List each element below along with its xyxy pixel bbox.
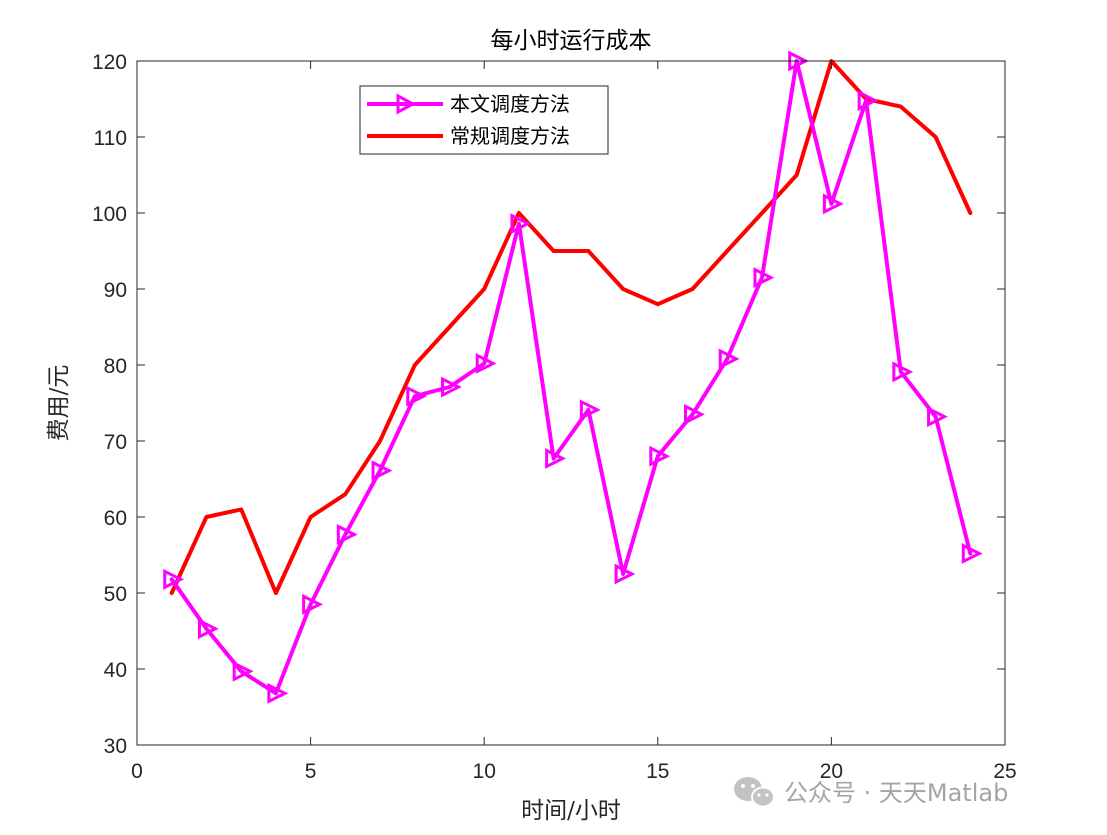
y-tick-label: 110 [94,127,127,150]
data-point-marker [822,193,844,215]
chart-title: 每小时运行成本 [491,28,652,54]
y-tick-label: 60 [104,507,127,530]
data-point-marker [510,213,532,235]
x-axis-label: 时间/小时 [521,798,621,824]
data-point-marker [197,618,219,640]
x-tick-label: 20 [820,760,843,783]
data-point-marker [579,399,601,421]
data-point-marker [545,448,566,469]
watermark: 公众号 · 天天Matlab [734,777,1008,808]
data-point-marker [961,543,983,564]
data-point-marker [440,376,462,398]
data-point-marker [163,568,185,590]
watermark-text: 公众号 · 天天Matlab [784,779,1008,807]
data-point-marker [371,460,393,482]
data-point-marker [475,353,497,374]
y-tick-label: 90 [104,279,127,302]
y-tick-label: 100 [92,203,127,226]
data-point-marker [302,593,323,615]
data-point-marker [684,403,705,425]
data-point-marker [336,524,358,545]
legend-label-conventional: 常规调度方法 [450,124,570,148]
y-tick-label: 70 [104,431,127,454]
plot-area [137,61,1005,745]
series-layer [163,50,983,704]
series-line-ours [169,59,973,696]
data-point-marker [406,385,428,407]
legend-label-ours: 本文调度方法 [450,92,570,116]
series-line-conventional [169,59,973,595]
data-point-marker [614,563,636,585]
axes-box [136,60,1006,746]
legend-marker-triangle-right-icon [396,93,417,115]
x-tick-label: 15 [646,760,669,783]
x-tick-label: 10 [473,760,496,783]
y-tick-label: 80 [104,355,127,378]
tick-layer: 0 5 10 15 20 25 30 40 50 60 70 80 90 100 110 120 [92,51,1017,783]
y-tick-label: 120 [92,51,127,74]
x-tick-label: 0 [131,760,143,783]
legend: 本文调度方法 常规调度方法 [359,85,609,155]
data-point-marker [718,348,740,370]
data-point-marker [857,90,879,111]
data-point-marker [892,361,914,383]
y-axis-label: 费用/元 [46,365,72,442]
data-point-marker [267,682,289,704]
y-tick-label: 50 [104,583,127,606]
data-point-marker [232,660,254,682]
data-point-marker [927,406,948,428]
wechat-icon [734,777,775,808]
y-tick-label: 30 [104,735,127,758]
x-tick-label: 5 [305,760,317,783]
x-tick-label: 25 [993,760,1016,783]
y-tick-label: 40 [104,659,127,682]
data-point-marker [649,445,671,467]
data-point-marker [753,267,775,289]
